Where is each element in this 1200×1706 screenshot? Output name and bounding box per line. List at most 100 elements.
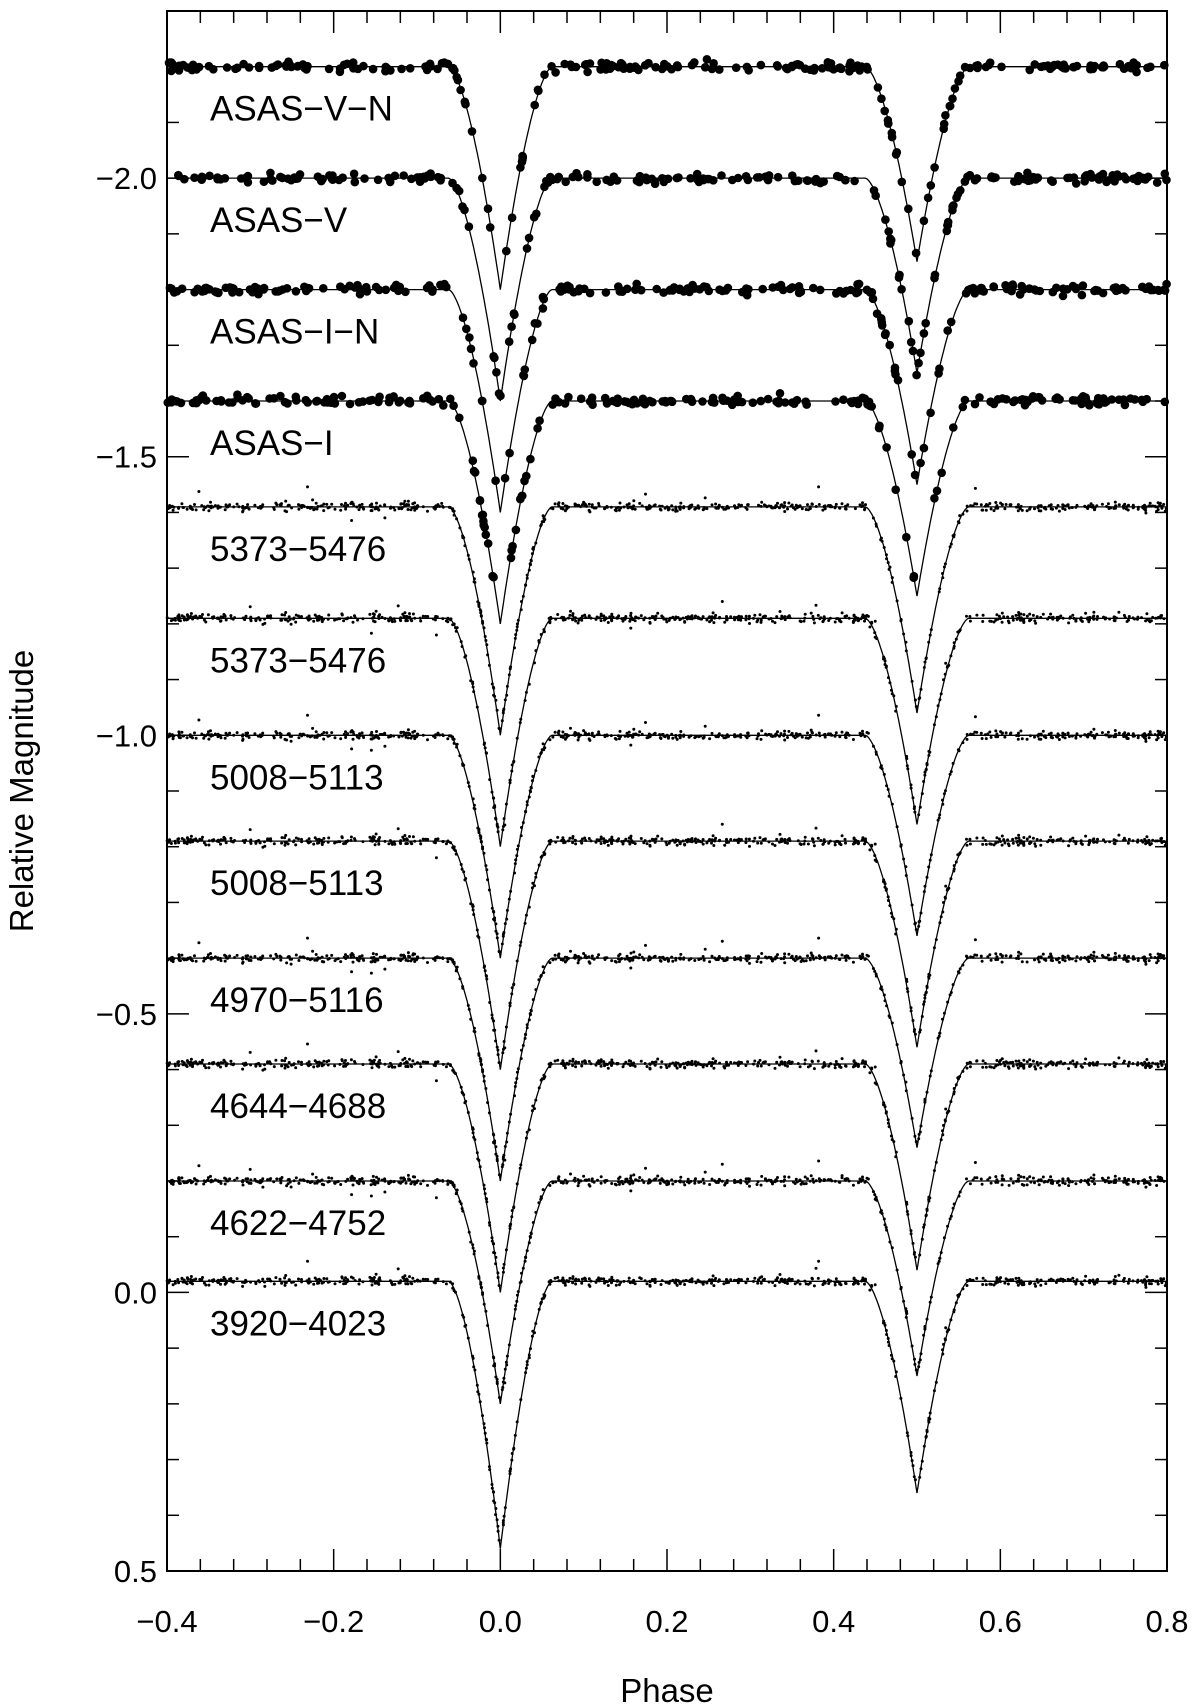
data-point <box>1053 60 1062 69</box>
data-point <box>407 503 411 507</box>
data-point <box>313 613 317 617</box>
data-point <box>631 507 635 511</box>
data-point <box>254 841 258 845</box>
data-point <box>997 837 1001 841</box>
data-point <box>714 1059 718 1063</box>
data-point <box>396 827 400 831</box>
data-point <box>1016 954 1020 958</box>
data-point <box>1143 507 1147 510</box>
data-point <box>840 834 844 838</box>
data-point <box>390 620 394 624</box>
data-point <box>1015 290 1025 299</box>
data-point <box>786 736 789 739</box>
data-point <box>1025 614 1029 618</box>
data-point <box>722 1065 726 1068</box>
data-point <box>786 841 789 845</box>
data-point <box>783 952 787 956</box>
data-point <box>360 731 364 735</box>
data-point <box>403 1056 407 1060</box>
data-point <box>1127 1060 1131 1064</box>
data-point <box>1117 503 1121 507</box>
data-point <box>229 1059 233 1063</box>
data-point <box>173 841 177 845</box>
data-point <box>736 618 740 622</box>
data-point <box>783 961 787 965</box>
data-point <box>757 503 760 507</box>
data-point <box>241 1067 245 1071</box>
data-point <box>840 1057 844 1061</box>
data-point <box>1145 1058 1149 1061</box>
data-point <box>603 618 606 622</box>
data-point <box>1162 1060 1166 1063</box>
data-point <box>1136 736 1140 740</box>
data-point <box>289 739 293 743</box>
data-point <box>526 454 535 464</box>
data-point <box>979 503 983 507</box>
data-point <box>1048 177 1057 186</box>
data-point <box>965 737 969 741</box>
data-point <box>320 960 324 963</box>
data-point <box>743 175 753 185</box>
data-point <box>383 516 387 520</box>
data-point <box>409 736 413 740</box>
data-point <box>574 619 578 623</box>
data-point <box>683 1065 687 1069</box>
data-point <box>756 60 766 70</box>
data-point <box>646 507 650 511</box>
data-point <box>812 621 816 625</box>
data-point <box>568 1059 572 1063</box>
data-point <box>1037 960 1041 964</box>
data-point <box>771 842 774 846</box>
data-point <box>532 209 541 219</box>
data-point <box>661 398 671 407</box>
data-point <box>744 618 748 622</box>
data-point <box>1001 281 1010 290</box>
data-point <box>1106 953 1110 957</box>
data-point <box>773 844 777 847</box>
data-point <box>1159 614 1163 618</box>
data-point <box>710 503 714 507</box>
data-point <box>650 837 654 841</box>
data-point <box>375 730 378 733</box>
data-point <box>968 842 972 846</box>
data-point <box>1127 615 1131 618</box>
data-point <box>762 1060 766 1064</box>
data-point <box>1136 959 1140 962</box>
data-point <box>219 1065 222 1069</box>
data-point <box>541 742 545 746</box>
data-point <box>1004 954 1008 958</box>
data-point <box>988 1065 992 1069</box>
data-point <box>571 836 575 840</box>
data-point <box>1074 959 1078 963</box>
data-point <box>693 736 697 740</box>
data-point <box>222 613 226 616</box>
data-point <box>1018 618 1022 622</box>
data-point <box>1037 737 1041 741</box>
data-point <box>773 621 777 625</box>
data-point <box>817 731 821 735</box>
data-point <box>783 615 787 619</box>
data-point <box>1022 620 1026 624</box>
data-point <box>370 730 374 734</box>
data-point <box>339 508 343 512</box>
data-point <box>703 947 707 951</box>
data-point <box>944 1107 948 1111</box>
data-point <box>783 738 787 742</box>
data-point <box>834 1060 838 1063</box>
data-point <box>731 63 741 72</box>
data-point <box>241 737 245 741</box>
data-point <box>426 961 429 964</box>
data-point <box>383 744 387 748</box>
data-point <box>189 612 193 615</box>
data-point <box>926 408 935 418</box>
data-point <box>263 844 267 848</box>
data-point <box>811 614 815 618</box>
data-point <box>214 288 223 298</box>
data-point <box>603 1064 606 1068</box>
data-point <box>419 1065 423 1069</box>
data-point <box>551 735 555 739</box>
data-point <box>566 60 575 69</box>
data-point <box>1080 842 1084 846</box>
data-point <box>433 507 437 511</box>
data-point <box>1022 836 1026 839</box>
